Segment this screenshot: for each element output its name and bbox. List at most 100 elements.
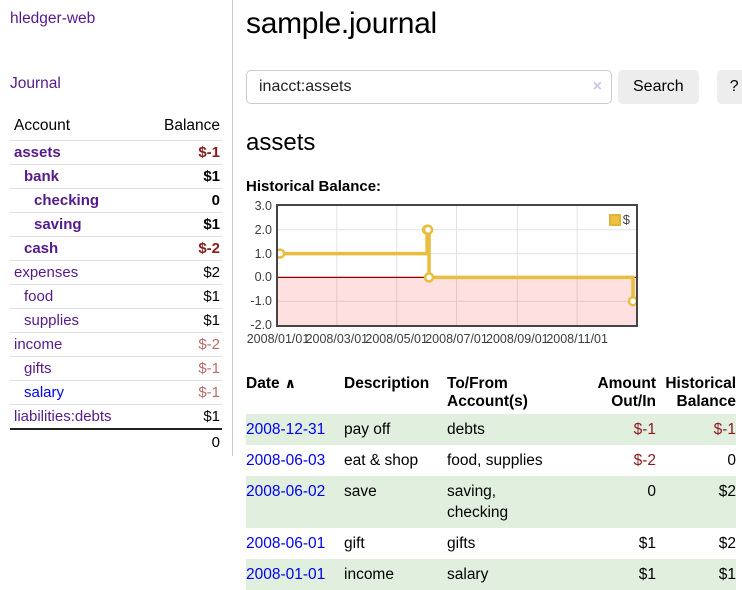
account-balance: $1 bbox=[144, 404, 222, 430]
table-row[interactable]: 2008-06-01 gift gifts $1 $2 bbox=[246, 528, 736, 559]
y-axis-tick-label: -1.0 bbox=[250, 294, 272, 309]
accounts-header-balance: Balance bbox=[144, 114, 222, 141]
transaction-date-cell: 2008-06-03 bbox=[246, 445, 344, 476]
register-header-amount: Amount Out/In bbox=[597, 375, 656, 410]
transaction-accounts: debts bbox=[447, 421, 485, 438]
transaction-accounts: salary bbox=[447, 566, 489, 583]
account-balance: $1 bbox=[144, 308, 222, 333]
search-input[interactable] bbox=[246, 70, 612, 104]
y-axis-tick-label: -2.0 bbox=[250, 318, 272, 332]
transaction-amount: $-2 bbox=[633, 452, 656, 469]
sidebar-account-row: liabilities:debts $1 bbox=[10, 404, 222, 430]
chart-legend: $ bbox=[607, 212, 631, 227]
account-link-income[interactable]: income bbox=[14, 336, 63, 353]
y-axis-tick-label: 3.0 bbox=[254, 199, 272, 213]
transaction-description: gift bbox=[344, 535, 365, 552]
account-balance: $-2 bbox=[144, 332, 222, 357]
main-content: sample.journal × Search ? assets Histori… bbox=[233, 0, 742, 590]
transaction-balance: $-1 bbox=[713, 421, 736, 438]
x-axis-tick-label: 2008/11/01 bbox=[546, 332, 608, 346]
account-balance: 0 bbox=[144, 188, 222, 213]
legend-swatch-icon bbox=[608, 213, 621, 226]
sidebar-account-row: cash $-2 bbox=[10, 236, 222, 261]
account-link-gifts[interactable]: gifts bbox=[24, 360, 52, 377]
transaction-description: eat & shop bbox=[344, 452, 419, 469]
transaction-date-link[interactable]: 2008-01-01 bbox=[246, 566, 326, 583]
help-button[interactable]: ? bbox=[716, 70, 742, 104]
sidebar-account-row: supplies $1 bbox=[10, 308, 222, 333]
account-link-food[interactable]: food bbox=[24, 288, 54, 305]
transaction-date-link[interactable]: 2008-06-03 bbox=[246, 452, 326, 469]
x-axis-tick-label: 2008/03/01 bbox=[305, 332, 369, 346]
register-header-balance: Historical Balance bbox=[665, 375, 736, 410]
x-axis-tick-label: 2008/09/01 bbox=[486, 332, 549, 346]
page-title: sample.journal bbox=[246, 7, 437, 40]
accounts-table: Account Balance assets $-1 bank $1 checking 0… bbox=[10, 114, 222, 454]
balance-chart: $3.0 2.0 1.0 0.0 -1.0 -2.0 2008/01/01 2008/03/0… bbox=[246, 199, 646, 347]
chart-title: Historical Balance: bbox=[246, 178, 382, 195]
table-row[interactable]: 2008-06-03 eat & shop food, supplies $-2 0 bbox=[246, 445, 736, 476]
table-row[interactable]: 2008-12-31 pay off debts $-1 $-1 bbox=[246, 414, 736, 445]
account-heading: assets bbox=[246, 129, 316, 156]
transaction-accounts: saving, checking bbox=[447, 483, 509, 521]
account-link-saving[interactable]: saving bbox=[34, 216, 82, 233]
account-balance: $-1 bbox=[144, 140, 222, 165]
clear-search-icon[interactable]: × bbox=[592, 78, 602, 95]
account-balance: $2 bbox=[144, 260, 222, 285]
transaction-date-link[interactable]: 2008-06-02 bbox=[246, 483, 326, 500]
account-balance: $-1 bbox=[144, 356, 222, 381]
account-link-supplies[interactable]: supplies bbox=[24, 312, 80, 329]
transaction-balance: $2 bbox=[718, 535, 736, 552]
app-brand-link[interactable]: hledger-web bbox=[10, 10, 96, 27]
transaction-description: pay off bbox=[344, 421, 391, 438]
register-header-row: Date ∧ Description To/From Account(s) Amo… bbox=[246, 372, 736, 414]
account-link-checking[interactable]: checking bbox=[34, 192, 100, 209]
table-row[interactable]: 2008-01-01 income salary $1 $1 bbox=[246, 559, 736, 590]
transaction-balance: $2 bbox=[718, 483, 736, 500]
transaction-date-link[interactable]: 2008-12-31 bbox=[246, 421, 326, 438]
register-table: Date ∧ Description To/From Account(s) Amo… bbox=[246, 372, 736, 590]
transaction-amount: $-1 bbox=[633, 421, 656, 438]
transaction-accounts: food, supplies bbox=[447, 452, 543, 469]
transaction-date-cell: 2008-06-01 bbox=[246, 528, 344, 559]
account-link-salary[interactable]: salary bbox=[24, 384, 65, 401]
transaction-date-cell: 2008-01-01 bbox=[246, 559, 344, 590]
register-header-accounts: To/From Account(s) bbox=[447, 375, 528, 410]
account-link-bank[interactable]: bank bbox=[24, 168, 60, 185]
sidebar-account-row: bank $1 bbox=[10, 164, 222, 189]
transaction-balance: 0 bbox=[727, 452, 736, 469]
account-balance: $1 bbox=[144, 164, 222, 189]
account-link-liabilities-debts[interactable]: liabilities:debts bbox=[14, 408, 112, 425]
transaction-balance: $1 bbox=[718, 566, 736, 583]
sidebar-account-row: saving $1 bbox=[10, 212, 222, 237]
account-link-assets[interactable]: assets bbox=[14, 144, 61, 161]
legend-label: $ bbox=[622, 212, 630, 227]
transaction-amount: $1 bbox=[638, 535, 656, 552]
y-axis-tick-label: 2.0 bbox=[254, 222, 272, 237]
x-axis-tick-label: 2008/07/01 bbox=[425, 332, 488, 346]
chart-plot-area: $ bbox=[276, 204, 638, 327]
sidebar-item-journal[interactable]: Journal bbox=[10, 75, 61, 92]
accounts-header-row: Account Balance bbox=[10, 114, 222, 141]
account-link-cash[interactable]: cash bbox=[24, 240, 59, 257]
account-balance: $-2 bbox=[144, 236, 222, 261]
accounts-total-value: 0 bbox=[144, 428, 222, 454]
table-row[interactable]: 2008-06-02 save saving, checking 0 $2 bbox=[246, 476, 736, 528]
sidebar-account-row: gifts $-1 bbox=[10, 356, 222, 381]
account-link-expenses[interactable]: expenses bbox=[14, 264, 79, 281]
transaction-date-cell: 2008-12-31 bbox=[246, 414, 344, 445]
transaction-date-link[interactable]: 2008-06-01 bbox=[246, 535, 326, 552]
transaction-description: income bbox=[344, 566, 394, 583]
search-button[interactable]: Search bbox=[618, 70, 699, 104]
sidebar-account-row: checking 0 bbox=[10, 188, 222, 213]
y-axis-tick-label: 1.0 bbox=[254, 246, 272, 261]
search-form: × Search ? bbox=[246, 70, 742, 104]
transaction-accounts: gifts bbox=[447, 535, 476, 552]
transaction-amount: 0 bbox=[647, 483, 656, 500]
register-header-date[interactable]: Date ∧ bbox=[246, 375, 296, 392]
x-axis-tick-label: 2008/01/01 bbox=[246, 332, 310, 346]
transaction-date-cell: 2008-06-02 bbox=[246, 476, 344, 528]
sort-ascending-icon: ∧ bbox=[284, 375, 296, 391]
accounts-total-spacer bbox=[10, 428, 145, 454]
x-axis-tick-label: 2008/05/01 bbox=[365, 332, 428, 346]
